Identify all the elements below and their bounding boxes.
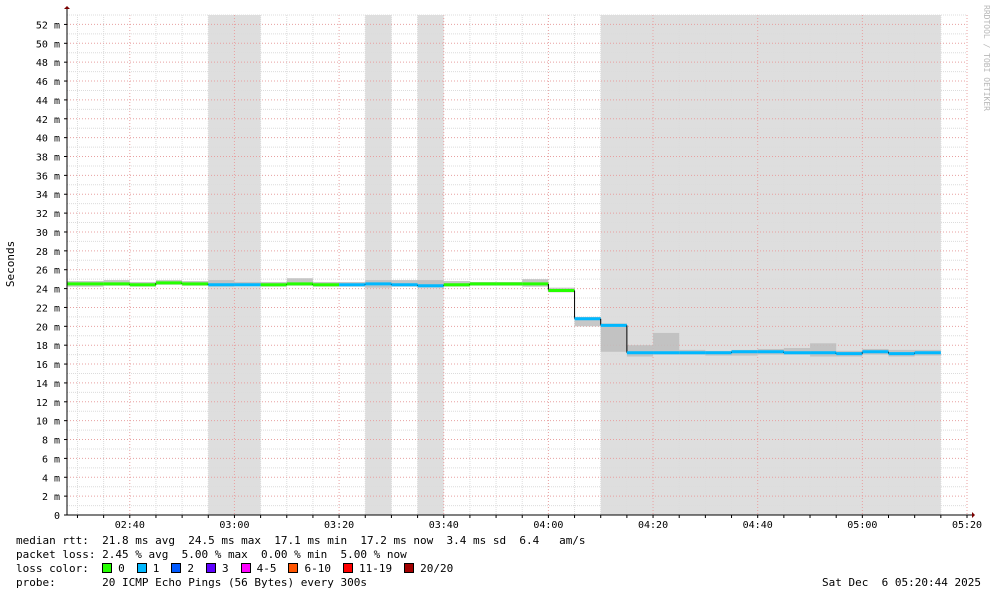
x-tick-label: 03:40 [429,520,459,531]
rtt-smoke-band [810,343,837,357]
loss-color-swatch [288,563,299,573]
packet-loss-label: packet loss: [16,548,96,561]
rtt-smoke-band [417,280,444,288]
y-tick-label: 40 m [36,134,60,145]
loss-color-swatch [102,563,113,573]
y-tick-label: 12 m [36,398,60,409]
loss-color-swatch [404,563,415,573]
loss-color-range-label: 11-19 [358,562,393,575]
x-tick-label: 04:20 [638,520,668,531]
loss-color-item: 0 [102,562,125,576]
x-tick-label: 02:40 [115,520,145,531]
loss-color-item: 1 [136,562,160,576]
loss-color-range-label: 6-10 [304,562,331,575]
loss-color-item: 6-10 [288,562,331,576]
y-tick-label: 34 m [36,190,60,201]
y-tick-label: 22 m [36,303,60,314]
y-tick-label: 24 m [36,285,60,296]
y-tick-label: 30 m [36,228,60,239]
loss-color-swatch [240,563,251,573]
y-tick-label: 16 m [36,360,60,371]
y-tick-label: 2 m [42,492,60,503]
loss-color-swatch [342,563,353,573]
x-tick-label: 05:20 [952,520,982,531]
y-axis-tick-labels: 0 2 m 4 m 6 m 8 m 10 m 12 m 14 m 16 m 18 m 20 m 22 … [36,20,60,522]
x-axis-arrow [972,512,975,518]
y-axis-title: Seconds [4,241,17,287]
loss-color-swatches: 0 1 2 3 4-5 6-10 11-19 20/20 [102,562,465,575]
y-tick-label: 14 m [36,379,60,390]
median-rtt-legend-row: median rtt: 21.8 ms avg 24.5 ms max 17.1… [16,534,586,548]
loss-color-swatch [171,563,182,573]
y-tick-label: 48 m [36,58,60,69]
loss-color-item: 4-5 [240,562,277,576]
loss-period-shade [417,15,444,515]
chart-axes [64,6,975,518]
median-rtt-label: median rtt: [16,534,89,547]
loss-color-range-label: 0 [118,562,125,575]
y-tick-label: 0 [54,511,60,522]
x-tick-label: 05:00 [847,520,877,531]
latency-chart: 0 2 m 4 m 6 m 8 m 10 m 12 m 14 m 16 m 18 m 20 m 22 … [4,5,991,531]
y-tick-label: 44 m [36,96,60,107]
loss-color-item: 3 [205,562,229,576]
loss-color-label: loss color: [16,562,89,575]
rtt-smoke-band [286,278,313,286]
x-tick-label: 03:20 [324,520,354,531]
loss-color-swatch [136,563,147,573]
y-tick-label: 50 m [36,39,60,50]
median-rtt-line [67,281,941,356]
y-tick-label: 36 m [36,171,60,182]
y-tick-label: 28 m [36,247,60,258]
packet-loss-stats: 2.45 % avg 5.00 % max 0.00 % min 5.00 % … [102,548,407,561]
loss-period-shade [600,15,941,515]
chart-grid [67,14,968,515]
probe-legend-row: probe: 20 ICMP Echo Pings (56 Bytes) eve… [16,576,367,590]
probe-description: 20 ICMP Echo Pings (56 Bytes) every 300s [102,576,368,589]
y-tick-label: 4 m [42,473,60,484]
loss-color-range-label: 3 [221,562,229,575]
loss-color-range-label: 2 [187,562,194,575]
y-tick-label: 20 m [36,322,60,333]
y-tick-label: 6 m [42,454,60,465]
y-axis-arrow [64,6,70,9]
median-rtt-stats: 21.8 ms avg 24.5 ms max 17.1 ms min 17.2… [102,534,586,547]
loss-period-shade [365,15,392,515]
rtt-smoke-band [574,316,601,327]
y-tick-label: 10 m [36,417,60,428]
loss-color-range-label: 20/20 [420,562,454,575]
packet-loss-shading [208,15,941,515]
loss-color-legend-row: loss color: 0 1 2 3 4-5 6-10 11-19 20/20 [16,562,465,576]
x-tick-label: 04:40 [743,520,773,531]
rtt-smoke-band [600,323,627,352]
x-tick-label: 04:00 [533,520,563,531]
x-tick-label: 03:00 [219,520,249,531]
y-tick-label: 8 m [42,436,60,447]
x-axis-tick-labels: 02:40 03:00 03:20 03:40 04:00 04:20 04:40 05:00… [115,520,982,531]
y-tick-label: 32 m [36,209,60,220]
y-tick-label: 42 m [36,115,60,126]
loss-color-swatch [205,563,216,573]
rtt-smoke-band [653,332,680,355]
loss-color-range-label: 1 [152,562,160,575]
y-tick-label: 26 m [36,266,60,277]
y-tick-label: 38 m [36,153,60,164]
y-tick-label: 18 m [36,341,60,352]
y-tick-label: 46 m [36,77,60,88]
probe-label: probe: [16,576,56,589]
packet-loss-legend-row: packet loss: 2.45 % avg 5.00 % max 0.00 … [16,548,407,562]
loss-color-item: 11-19 [342,562,393,576]
loss-color-range-label: 4-5 [256,562,277,575]
y-tick-label: 52 m [36,20,60,31]
graph-timestamp: Sat Dec 6 05:20:44 2025 [822,576,981,589]
loss-color-item: 2 [171,562,194,576]
loss-color-item: 20/20 [404,562,453,576]
rrdtool-watermark: RRDTOOL / TOBI OETIKER [982,5,991,111]
rtt-smoke-band [626,345,654,357]
